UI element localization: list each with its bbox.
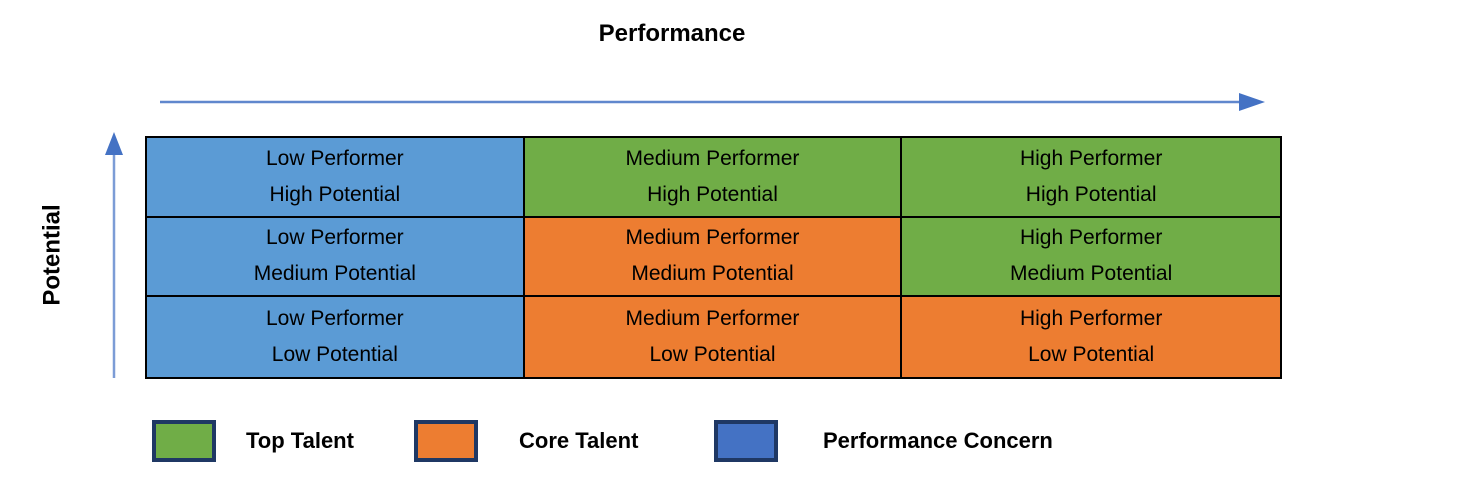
cell-performer-label: Low Performer xyxy=(265,307,404,331)
legend-item-top-talent: Top Talent xyxy=(152,420,354,462)
cell-potential-label: Low Potential xyxy=(649,343,776,367)
performance-axis-title: Performance xyxy=(598,20,746,47)
performance-concern-swatch xyxy=(714,420,778,462)
grid-cell-high-performer-medium-potential: High Performer Medium Potential xyxy=(902,217,1280,298)
cell-performer-label: High Performer xyxy=(1019,307,1163,331)
performance-axis-arrow xyxy=(160,93,1265,111)
top-talent-label: Top Talent xyxy=(246,428,354,453)
cell-performer-label: Low Performer xyxy=(265,146,404,170)
grid-cell-high-performer-high-potential: High Performer High Potential xyxy=(902,138,1280,218)
core-talent-label: Core Talent xyxy=(519,428,639,453)
top-talent-swatch xyxy=(152,420,216,462)
cell-performer-label: Low Performer xyxy=(265,226,404,250)
grid-cell-low-performer-low-potential: Low Performer Low Potential xyxy=(147,297,525,377)
grid-cell-medium-performer-medium-potential: Medium Performer Medium Potential xyxy=(524,217,903,298)
cell-performer-label: High Performer xyxy=(1019,146,1163,170)
legend-item-core-talent: Core Talent xyxy=(414,420,638,462)
grid-cell-medium-performer-low-potential: Medium Performer Low Potential xyxy=(524,297,903,377)
core-talent-swatch xyxy=(414,420,478,462)
grid-cell-low-performer-high-potential: Low Performer High Potential xyxy=(147,138,525,218)
cell-performer-label: Medium Performer xyxy=(625,307,800,331)
potential-axis-title-wrap: Potential xyxy=(18,130,88,380)
grid-cell-low-performer-medium-potential: Low Performer Medium Potential xyxy=(147,217,525,298)
cell-potential-label: Medium Potential xyxy=(253,262,416,286)
cell-potential-label: Low Potential xyxy=(271,343,398,367)
cell-potential-label: High Potential xyxy=(1025,182,1157,206)
performance-concern-label: Performance Concern xyxy=(823,428,1053,453)
grid-cell-high-performer-low-potential: High Performer Low Potential xyxy=(902,297,1280,377)
cell-performer-label: Medium Performer xyxy=(625,146,800,170)
potential-axis-title: Potential xyxy=(39,204,66,306)
cell-potential-label: Low Potential xyxy=(1028,343,1155,367)
cell-potential-label: Medium Potential xyxy=(1010,262,1173,286)
grid-cell-medium-performer-high-potential: Medium Performer High Potential xyxy=(524,138,903,218)
legend-item-performance-concern: Performance Concern xyxy=(714,420,1053,462)
cell-potential-label: High Potential xyxy=(269,182,401,206)
cell-performer-label: Medium Performer xyxy=(625,226,800,250)
nine-box-grid: Low Performer High Potential Medium Perf… xyxy=(145,136,1282,379)
cell-potential-label: High Potential xyxy=(647,182,778,206)
potential-axis-arrow xyxy=(105,132,123,378)
cell-performer-label: High Performer xyxy=(1019,226,1163,250)
cell-potential-label: Medium Potential xyxy=(631,262,794,286)
